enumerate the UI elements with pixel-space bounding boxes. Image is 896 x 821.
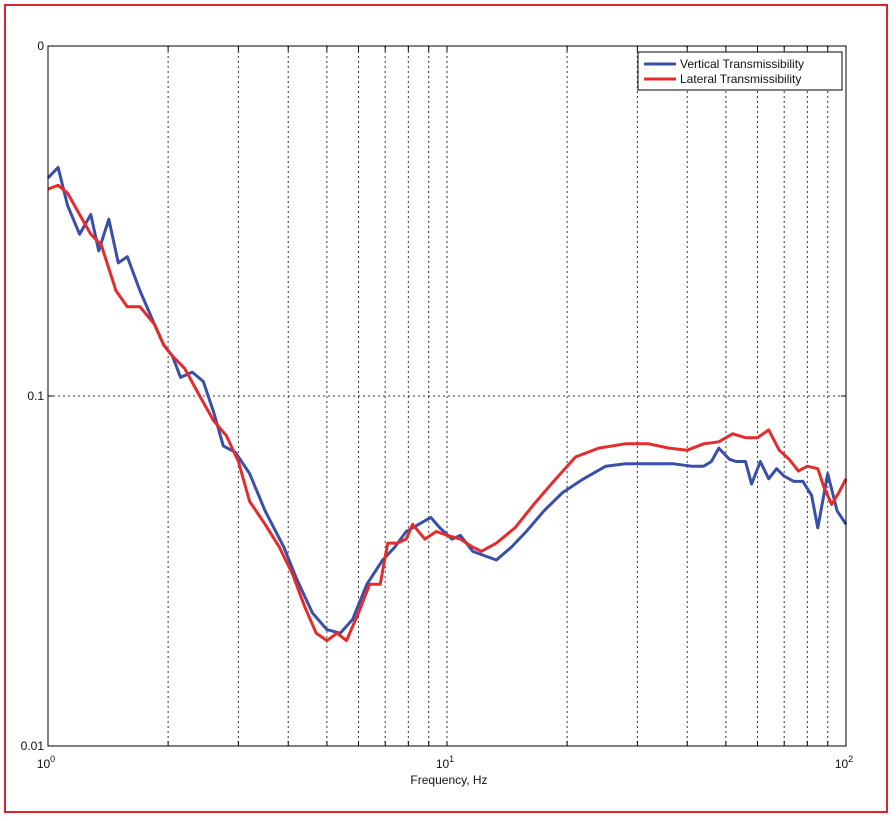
x-axis-label: Frequency, Hz xyxy=(410,773,487,787)
tick-marks xyxy=(48,45,846,747)
y-tick-label: 0.01 xyxy=(21,739,45,753)
series-layer xyxy=(46,165,848,643)
x-tick-label: 100 xyxy=(37,754,55,771)
tick-labels: 100 101 102 0 0.1 0.01 xyxy=(21,39,854,771)
series-line-lateral-transmissibility xyxy=(47,183,848,643)
legend-label: Lateral Transmissibility xyxy=(680,72,801,86)
grid-lines xyxy=(48,46,846,746)
y-tick-label: 0.1 xyxy=(27,389,44,403)
transmissibility-chart: 100 101 102 0 0.1 0.01 Frequency, Hz Vertical… xyxy=(21,39,854,787)
x-tick-label: 102 xyxy=(835,754,853,771)
legend-label: Vertical Transmissibility xyxy=(680,57,804,71)
figure-frame: 100 101 102 0 0.1 0.01 Frequency, Hz Vertical… xyxy=(4,4,888,813)
legend-box xyxy=(637,51,843,91)
x-tick-label: 101 xyxy=(436,754,454,771)
y-tick-label: 0 xyxy=(37,39,44,53)
